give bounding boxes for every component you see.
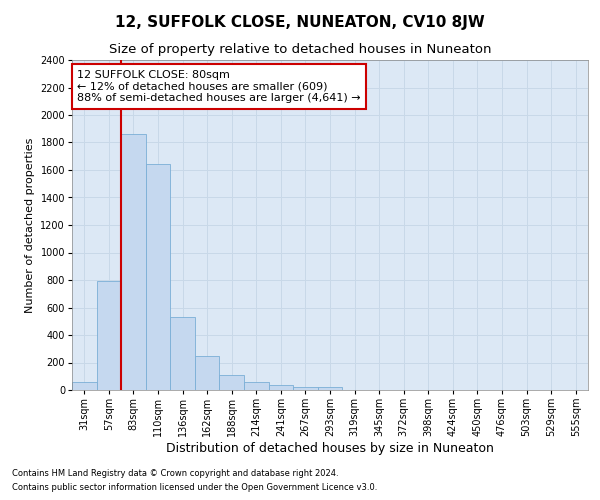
Text: Contains public sector information licensed under the Open Government Licence v3: Contains public sector information licen… <box>12 484 377 492</box>
Bar <box>195 356 220 390</box>
Bar <box>72 382 97 390</box>
Y-axis label: Number of detached properties: Number of detached properties <box>25 138 35 312</box>
Bar <box>318 387 342 390</box>
Text: 12 SUFFOLK CLOSE: 80sqm
← 12% of detached houses are smaller (609)
88% of semi-d: 12 SUFFOLK CLOSE: 80sqm ← 12% of detache… <box>77 70 361 103</box>
Bar <box>220 375 244 390</box>
Bar <box>170 317 195 390</box>
Text: Contains HM Land Registry data © Crown copyright and database right 2024.: Contains HM Land Registry data © Crown c… <box>12 468 338 477</box>
Bar <box>244 382 269 390</box>
Bar <box>293 387 318 390</box>
X-axis label: Distribution of detached houses by size in Nuneaton: Distribution of detached houses by size … <box>166 442 494 455</box>
Bar <box>146 164 170 390</box>
Bar <box>97 282 121 390</box>
Text: 12, SUFFOLK CLOSE, NUNEATON, CV10 8JW: 12, SUFFOLK CLOSE, NUNEATON, CV10 8JW <box>115 15 485 30</box>
Bar <box>269 385 293 390</box>
Bar <box>121 134 146 390</box>
Text: Size of property relative to detached houses in Nuneaton: Size of property relative to detached ho… <box>109 42 491 56</box>
